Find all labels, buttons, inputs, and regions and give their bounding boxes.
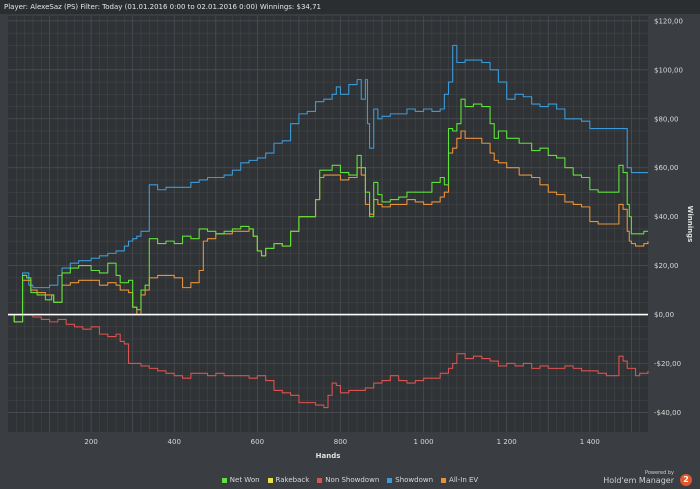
- legend-label: Showdown: [395, 476, 434, 484]
- winnings-chart: -$40,00 -$20,00 $0,00 $20,00 $40,00 $60,00 $80…: [8, 16, 694, 460]
- legend-label: Rakeback: [275, 476, 310, 484]
- branding: Powered by Hold'em Manager: [603, 470, 674, 486]
- plot-area: [8, 16, 648, 432]
- legend-item-non-showdown[interactable]: Non Showdown: [317, 476, 379, 484]
- legend-swatch: [267, 477, 273, 483]
- product-name: Hold'em Manager: [603, 476, 674, 485]
- y-tick-label: $120,00: [654, 17, 683, 25]
- y-tick-label: $0,00: [654, 311, 674, 319]
- y-tick-label: -$20,00: [654, 360, 681, 368]
- y-tick-label: $40,00: [654, 213, 679, 221]
- x-axis-label: Hands: [316, 452, 341, 460]
- legend-swatch: [317, 477, 323, 483]
- y-tick-label: $20,00: [654, 262, 679, 270]
- x-tick-label: 800: [334, 438, 347, 446]
- x-tick-label: 400: [168, 438, 181, 446]
- series-line-showdown: [8, 44, 648, 323]
- series-line-non-showdown: [8, 313, 649, 409]
- chart-legend: Net Won Rakeback Non Showdown Showdown All-I…: [0, 476, 700, 488]
- y-tick-label: -$40,00: [654, 409, 681, 417]
- chart-header: Player: AlexeSaz (PS) Filter: Today (01.…: [0, 0, 700, 14]
- legend-swatch: [387, 477, 393, 483]
- legend-label: Net Won: [229, 476, 260, 484]
- legend-item-all-in-ev[interactable]: All-In EV: [441, 476, 478, 484]
- y-tick-label: $60,00: [654, 164, 679, 172]
- y-tick-label: $100,00: [654, 66, 683, 74]
- legend-item-showdown[interactable]: Showdown: [387, 476, 433, 484]
- hm2-logo-icon: 2: [680, 474, 692, 486]
- legend-swatch: [221, 477, 227, 483]
- x-tick-label: 1 000: [414, 438, 434, 446]
- x-tick-label: 1 200: [497, 438, 517, 446]
- legend-item-net-won[interactable]: Net Won: [221, 476, 260, 484]
- y-tick-label: $80,00: [654, 115, 679, 123]
- legend-swatch: [441, 477, 447, 483]
- x-tick-label: 600: [251, 438, 264, 446]
- x-tick-label: 1 400: [580, 438, 600, 446]
- legend-item-rakeback[interactable]: Rakeback: [267, 476, 310, 484]
- x-tick-label: 200: [84, 438, 97, 446]
- series-line-net-won: [8, 98, 648, 323]
- y-axis-label: Winnings: [686, 206, 694, 243]
- legend-label: All-In EV: [449, 476, 479, 484]
- legend-label: Non Showdown: [325, 476, 380, 484]
- powered-by-text: Powered by: [645, 470, 674, 476]
- series-line-all-in-ev: [8, 130, 649, 323]
